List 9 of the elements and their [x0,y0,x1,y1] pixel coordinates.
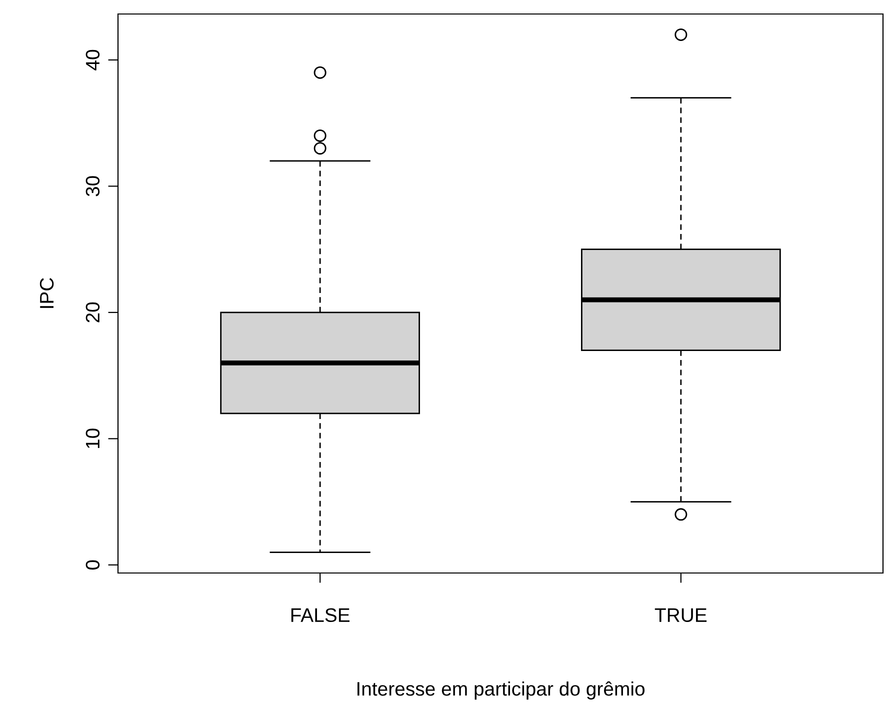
y-tick-label: 40 [86,50,100,70]
y-tick-label: 30 [86,176,100,196]
y-tick-label: 20 [86,302,100,322]
x-tick-label: FALSE [291,608,350,622]
y-tick-label: 0 [86,560,100,570]
x-tick-label: TRUE [654,608,707,622]
y-axis-title: IPC [40,278,54,308]
x-axis-title: Interesse em participar do grêmio [357,681,645,700]
y-tick-label: 10 [86,428,100,448]
